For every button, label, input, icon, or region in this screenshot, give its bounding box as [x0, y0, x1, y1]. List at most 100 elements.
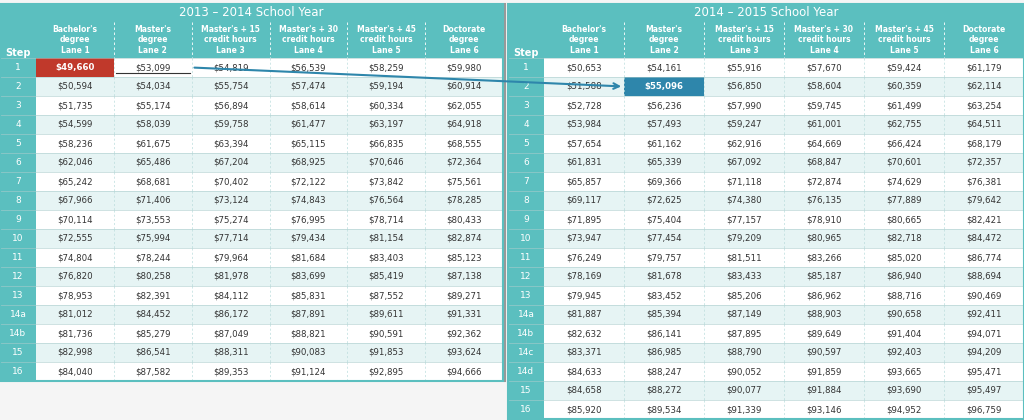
Bar [347, 210, 425, 229]
Text: $70,402: $70,402 [213, 177, 249, 186]
Text: $62,055: $62,055 [446, 101, 482, 110]
Bar [784, 22, 864, 58]
Bar [705, 96, 784, 115]
Text: $57,670: $57,670 [806, 63, 842, 72]
Bar [624, 248, 705, 267]
Bar [944, 286, 1024, 305]
Bar [508, 305, 544, 324]
Text: $84,472: $84,472 [967, 234, 1001, 243]
Bar [0, 153, 36, 172]
Text: $76,381: $76,381 [967, 177, 1001, 186]
Text: $82,874: $82,874 [446, 234, 482, 243]
Text: $73,842: $73,842 [369, 177, 404, 186]
Text: $54,599: $54,599 [57, 120, 92, 129]
Bar [269, 305, 347, 324]
Text: $87,049: $87,049 [213, 329, 249, 338]
Text: $68,847: $68,847 [806, 158, 842, 167]
Bar [425, 248, 503, 267]
Text: $55,174: $55,174 [135, 101, 171, 110]
Bar [544, 134, 624, 153]
Text: $66,835: $66,835 [369, 139, 404, 148]
Bar [425, 153, 503, 172]
Bar [544, 172, 624, 191]
Bar [36, 153, 114, 172]
Bar [624, 115, 705, 134]
Text: $59,745: $59,745 [806, 101, 842, 110]
Bar [944, 134, 1024, 153]
Text: $61,001: $61,001 [806, 120, 842, 129]
Bar [508, 343, 544, 362]
Bar [191, 58, 269, 77]
Text: $65,486: $65,486 [135, 158, 171, 167]
Text: $58,236: $58,236 [57, 139, 93, 148]
Text: 6: 6 [15, 158, 20, 167]
Bar [944, 77, 1024, 96]
Bar [705, 58, 784, 77]
Bar [425, 22, 503, 58]
Bar [944, 343, 1024, 362]
Bar [544, 77, 624, 96]
Text: $84,633: $84,633 [566, 367, 602, 376]
Bar [0, 248, 36, 267]
Bar [544, 362, 624, 381]
Text: $59,980: $59,980 [446, 63, 481, 72]
Text: $69,117: $69,117 [566, 196, 602, 205]
Bar [864, 286, 944, 305]
Bar [544, 400, 624, 419]
Text: $79,757: $79,757 [646, 253, 682, 262]
Text: $75,561: $75,561 [446, 177, 482, 186]
Text: $92,403: $92,403 [886, 348, 922, 357]
Text: $91,853: $91,853 [369, 348, 404, 357]
Bar [624, 134, 705, 153]
Text: $57,493: $57,493 [646, 120, 682, 129]
Text: $64,918: $64,918 [446, 120, 482, 129]
Bar [191, 267, 269, 286]
Bar [624, 172, 705, 191]
Bar [624, 22, 705, 58]
Text: Doctorate
degree
Lane 6: Doctorate degree Lane 6 [442, 25, 485, 55]
Bar [347, 134, 425, 153]
Text: $61,831: $61,831 [566, 158, 602, 167]
Bar [425, 267, 503, 286]
Bar [425, 172, 503, 191]
Bar [508, 115, 544, 134]
Bar [36, 362, 114, 381]
Text: $50,594: $50,594 [57, 82, 92, 91]
Text: $91,859: $91,859 [806, 367, 842, 376]
Text: 3: 3 [523, 101, 528, 110]
Bar [269, 324, 347, 343]
Text: $94,952: $94,952 [887, 405, 922, 414]
Text: 14c: 14c [518, 348, 535, 357]
Text: $62,114: $62,114 [967, 82, 1001, 91]
Text: $72,122: $72,122 [291, 177, 327, 186]
Text: $78,953: $78,953 [57, 291, 92, 300]
Bar [544, 286, 624, 305]
Bar [269, 153, 347, 172]
Text: $79,434: $79,434 [291, 234, 327, 243]
Bar [705, 210, 784, 229]
Bar [425, 343, 503, 362]
Text: $83,433: $83,433 [726, 272, 762, 281]
Text: $84,040: $84,040 [57, 367, 93, 376]
Text: 16: 16 [12, 367, 24, 376]
Bar [624, 191, 705, 210]
Bar [269, 22, 347, 58]
Text: $81,684: $81,684 [291, 253, 327, 262]
Text: 7: 7 [523, 177, 528, 186]
Bar [864, 58, 944, 77]
Text: $91,331: $91,331 [446, 310, 482, 319]
Bar [705, 248, 784, 267]
Bar [425, 96, 503, 115]
Text: $89,649: $89,649 [806, 329, 842, 338]
Bar [425, 77, 503, 96]
Text: $73,124: $73,124 [213, 196, 249, 205]
Text: $87,582: $87,582 [135, 367, 171, 376]
Text: $61,499: $61,499 [887, 101, 922, 110]
Text: $80,665: $80,665 [886, 215, 922, 224]
Bar [508, 96, 544, 115]
Text: $88,272: $88,272 [646, 386, 682, 395]
Text: 16: 16 [520, 405, 531, 414]
Bar [544, 96, 624, 115]
Text: $59,424: $59,424 [886, 63, 922, 72]
Bar [508, 4, 1024, 419]
